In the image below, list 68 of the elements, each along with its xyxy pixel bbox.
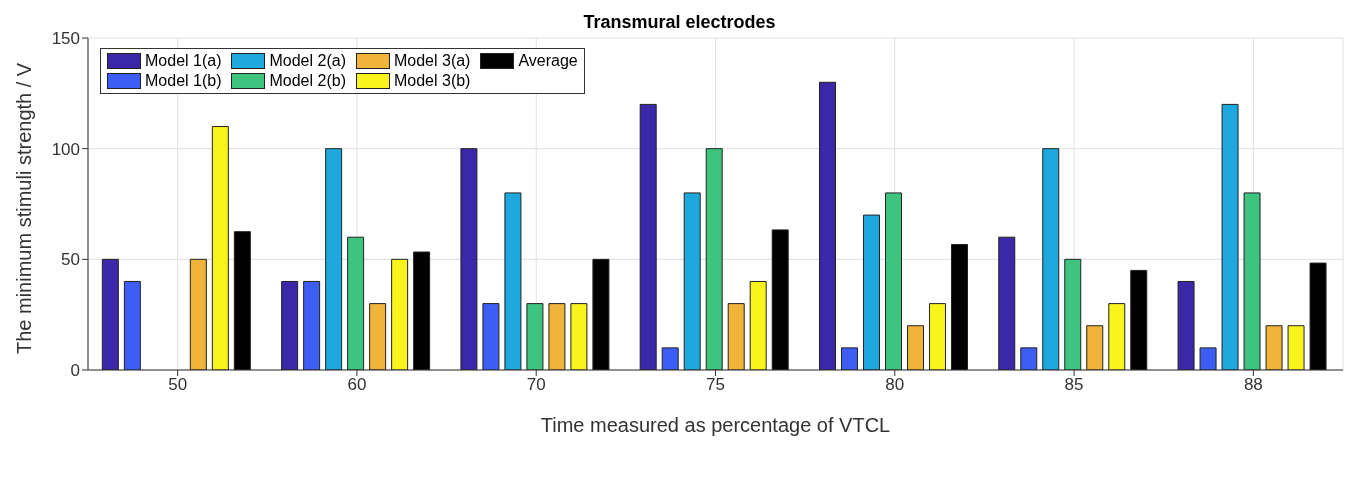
bar (840, 347, 858, 370)
bar (369, 303, 387, 370)
bar (347, 236, 365, 370)
bar (482, 303, 500, 370)
bar (1020, 347, 1038, 370)
chart-title: Transmural electrodes (583, 12, 776, 32)
bar (1265, 325, 1283, 370)
bar (281, 280, 299, 370)
legend-label: Model 3(b) (393, 72, 471, 90)
bar (460, 148, 478, 370)
x-tick-label: 50 (168, 375, 188, 395)
legend-label: Model 2(b) (269, 72, 346, 90)
bar (928, 303, 946, 370)
bar (592, 258, 610, 370)
bar (101, 258, 119, 370)
bar (211, 126, 229, 370)
legend-label: Model 2(a) (269, 52, 346, 70)
bar (771, 229, 789, 370)
bar (1042, 148, 1060, 370)
bar (526, 303, 544, 370)
bar (749, 280, 767, 370)
bar (1064, 258, 1082, 370)
bar (998, 236, 1016, 370)
bar (884, 192, 902, 370)
legend-label: Model 3(a) (393, 52, 471, 70)
bar (1086, 325, 1104, 370)
x-tick-label: 88 (1243, 375, 1263, 395)
legend-label: Average (518, 52, 578, 70)
x-tick-label: 75 (706, 375, 725, 395)
x-axis-title: Time measured as percentage of VTCL (540, 414, 891, 436)
bar (1199, 347, 1217, 370)
bar (727, 303, 745, 370)
y-tick-label: 50 (61, 250, 80, 270)
bar (548, 303, 566, 370)
bar (391, 258, 409, 370)
bar (661, 347, 679, 370)
bar (570, 303, 588, 370)
bar (906, 325, 924, 370)
x-tick-label: 85 (1064, 375, 1084, 395)
bar (705, 148, 723, 370)
bar (1309, 262, 1327, 370)
bar (325, 148, 343, 370)
bar (862, 214, 880, 370)
x-tick-label: 80 (885, 375, 905, 395)
bar (1243, 192, 1261, 370)
legend-label: Model 1(b) (145, 72, 222, 90)
bar (189, 258, 207, 370)
bar (233, 231, 251, 370)
bar (413, 251, 431, 370)
bar (504, 192, 522, 370)
bar (123, 280, 141, 370)
bar (1177, 280, 1195, 370)
bar (1108, 303, 1126, 370)
x-tick-label: 60 (347, 375, 367, 395)
bar (1221, 103, 1239, 370)
bar (303, 280, 321, 370)
bar (639, 103, 657, 370)
bar (683, 192, 701, 370)
y-tick-label: 100 (51, 139, 80, 159)
bar (818, 81, 836, 370)
y-axis-title: The minimum stimuli strength / V (13, 62, 36, 354)
bar (1130, 269, 1148, 370)
y-tick-label: 0 (70, 361, 80, 381)
legend-label: Model 1(a) (145, 52, 222, 70)
bar (950, 244, 968, 370)
x-tick-label: 70 (526, 375, 546, 395)
y-tick-label: 150 (51, 29, 80, 49)
bar (1287, 325, 1305, 370)
